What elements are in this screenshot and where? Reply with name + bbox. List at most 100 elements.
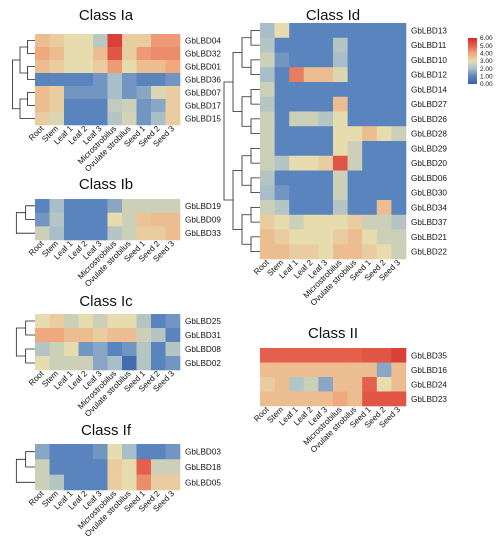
heatmap-cell — [64, 212, 79, 227]
heatmap-cell — [165, 86, 181, 100]
heatmap-cell — [318, 67, 334, 83]
heatmap-cell — [78, 99, 94, 113]
heatmap-cell — [93, 99, 108, 113]
heatmap-cell — [93, 86, 108, 100]
heatmap-cell — [274, 214, 290, 230]
heatmap-cell — [78, 474, 94, 491]
legend-tick-label: 3.00 — [480, 58, 493, 65]
legend-colorbar — [468, 38, 477, 84]
heatmap-cell — [165, 73, 181, 87]
heatmap-cell — [376, 141, 392, 157]
heatmap-cell — [78, 112, 94, 126]
heatmap-cell — [376, 214, 392, 230]
heatmap-cell — [49, 34, 65, 48]
heatmap-cell — [274, 23, 290, 39]
heatmap-cell — [49, 86, 65, 100]
heatmap-cell — [151, 99, 166, 113]
heatmap-cell — [260, 126, 275, 142]
dendrogram-branch — [25, 205, 35, 220]
heatmap-cell — [347, 200, 363, 216]
dendrogram-branch — [12, 59, 20, 110]
heatmap-cell — [49, 342, 65, 357]
heatmap-cell — [391, 362, 407, 378]
heatmap-cell — [165, 342, 181, 357]
heatmap-cell — [78, 444, 94, 460]
row-label: GbLBD17 — [185, 102, 221, 111]
heatmap-cell — [49, 199, 65, 213]
heatmap-cell — [78, 60, 94, 74]
heatmap-cell — [303, 229, 319, 245]
row-label: GbLBD22 — [411, 248, 447, 257]
dendrogram-branch — [25, 348, 35, 364]
heatmap-cell — [165, 328, 181, 343]
heatmap-cell — [49, 226, 65, 241]
heatmap-cell — [35, 73, 50, 87]
heatmap-cell — [260, 170, 275, 186]
heatmap-cell — [333, 377, 348, 392]
heatmap-cell — [333, 244, 348, 260]
heatmap-cell — [64, 342, 79, 357]
dendrogram-branch — [241, 214, 251, 245]
row-label: GbLBD36 — [185, 76, 221, 85]
row-label: GbLBD02 — [185, 359, 221, 368]
heatmap-cell — [151, 459, 166, 475]
heatmap-cell — [136, 34, 152, 48]
panel-title: Class II — [308, 325, 358, 342]
heatmap-cell — [318, 244, 334, 260]
heatmap-cell — [318, 37, 334, 53]
row-label: GbLBD15 — [185, 115, 221, 124]
heatmap-cell — [122, 314, 137, 329]
row-label: GbLBD19 — [185, 202, 221, 211]
heatmap-cell — [165, 60, 181, 74]
heatmap-cell — [318, 229, 334, 245]
heatmap-cell — [347, 155, 363, 171]
heatmap-cell — [136, 60, 152, 74]
heatmap-cell — [122, 212, 137, 227]
dendrogram-branch — [232, 52, 242, 112]
heatmap-cell — [151, 47, 166, 61]
panel-title: Class If — [81, 422, 132, 439]
heatmap-cell — [333, 126, 348, 142]
heatmap-cell — [318, 362, 334, 378]
heatmap-cell — [318, 96, 334, 112]
heatmap-cell — [391, 52, 407, 68]
heatmap-cell — [136, 226, 152, 241]
heatmap-cell — [35, 356, 50, 371]
panel-class-ia: Class Ia GbLBD04 GbLBD32 GbLBD01 GbLBD36 GbLB… — [12, 7, 221, 174]
heatmap-cell — [362, 111, 378, 127]
heatmap-cell — [274, 141, 290, 157]
heatmap-cell — [289, 111, 305, 127]
heatmap-cell — [64, 444, 79, 460]
heatmap-cell — [64, 73, 79, 87]
heatmap-cell — [49, 356, 65, 371]
heatmap-cell — [289, 229, 305, 245]
heatmap-cell — [289, 23, 305, 39]
row-label: GbLBD21 — [411, 233, 447, 242]
heatmap-cell — [376, 362, 392, 378]
heatmap-cell — [165, 199, 181, 213]
heatmap-cell — [93, 212, 108, 227]
heatmap-cell — [93, 34, 108, 48]
heatmap-cell — [260, 155, 275, 171]
heatmap-cell — [49, 73, 65, 87]
heatmap-cell — [122, 356, 137, 371]
row-label: GbLBD06 — [411, 174, 447, 183]
heatmap-cell — [165, 314, 181, 329]
row-label: GbLBD31 — [185, 331, 221, 340]
row-label: GbLBD37 — [411, 218, 447, 227]
heatmap-cell — [274, 362, 290, 378]
heatmap-cell — [64, 199, 79, 213]
heatmap-cell — [136, 474, 152, 491]
row-label: GbLBD07 — [185, 89, 221, 98]
row-label: GbLBD35 — [411, 351, 447, 360]
heatmap-cell — [347, 52, 363, 68]
heatmap-cell — [122, 47, 137, 61]
heatmap-cell — [260, 141, 275, 157]
heatmap-cell — [35, 112, 50, 126]
heatmap-cell — [78, 342, 94, 357]
heatmap-cell — [362, 348, 378, 363]
heatmap-cell — [35, 342, 50, 357]
heatmap-cell — [136, 47, 152, 61]
heatmap-cell — [318, 214, 334, 230]
heatmap-cell — [362, 185, 378, 201]
